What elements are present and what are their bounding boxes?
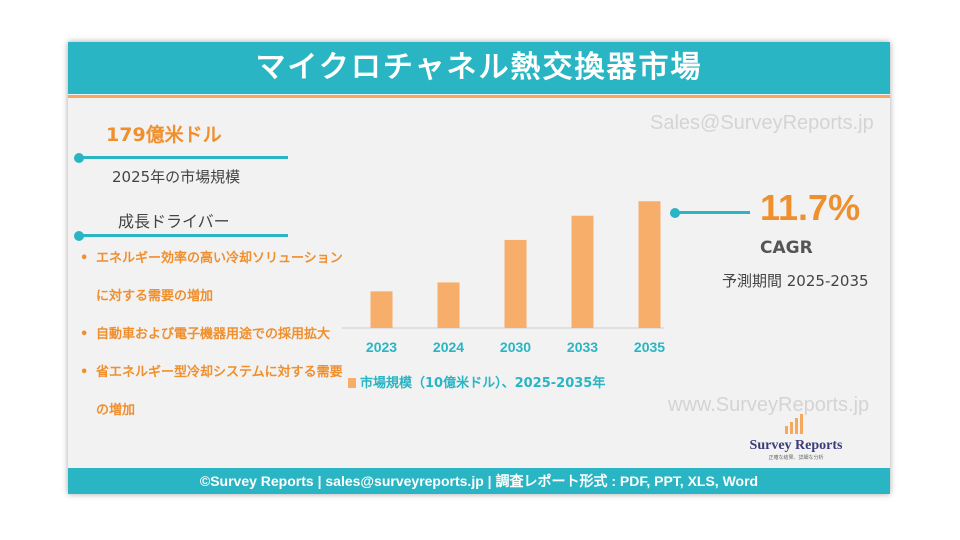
logo-tagline: 正確な結果、詳細な分析 — [768, 455, 824, 461]
driver-item: 自動車および電子機器用途での採用拡大 — [74, 316, 354, 354]
market-size-line — [78, 156, 288, 159]
chart-legend: 市場規模（10億米ドル）、2025-2035年 — [348, 372, 605, 391]
watermark-email: Sales@SurveyReports.jp — [650, 112, 874, 134]
bar-2035 — [638, 201, 661, 328]
cagr-value: 11.7% — [760, 187, 861, 228]
drivers-list: エネルギー効率の高い冷却ソリューションに対する需要の増加 自動車および電子機器用… — [74, 240, 354, 430]
logo-name: Survey Reports — [749, 438, 843, 453]
x-tick-label: 2024 — [433, 339, 464, 355]
x-tick-label: 2035 — [634, 339, 665, 355]
logo-bars-icon — [785, 414, 803, 434]
forecast-period: 予測期間 2025-2035 — [722, 272, 869, 290]
watermark-url: www.SurveyReports.jp — [668, 394, 870, 416]
bar-2024 — [437, 282, 460, 328]
cagr-line — [674, 211, 750, 214]
market-size-label: 2025年の市場規模 — [112, 168, 241, 186]
driver-item: エネルギー効率の高い冷却ソリューションに対する需要の増加 — [74, 240, 354, 316]
market-bar-chart: 2023 2024 2030 2033 2035 — [342, 201, 665, 355]
x-tick-label: 2033 — [567, 339, 598, 355]
survey-reports-logo: Survey Reports 正確な結果、詳細な分析 — [746, 414, 846, 461]
x-tick-label: 2023 — [366, 339, 397, 355]
driver-item: 省エネルギー型冷却システムに対する需要の増加 — [74, 354, 354, 430]
x-tick-label: 2030 — [500, 339, 531, 355]
market-size-value: 179億米ドル — [106, 124, 222, 146]
footer-bar: ©Survey Reports | sales@surveyreports.jp… — [68, 468, 890, 494]
bar-2030 — [504, 239, 527, 328]
bar-2023 — [370, 291, 393, 328]
cagr-label: CAGR — [760, 238, 813, 258]
bar-2033 — [571, 215, 594, 328]
legend-label: 市場規模（10億米ドル）、2025-2035年 — [360, 376, 606, 391]
page-title: マイクロチャネル熱交換器市場 — [68, 42, 890, 98]
infographic-card: マイクロチャネル熱交換器市場 Sales@SurveyReports.jp ww… — [68, 42, 890, 494]
legend-swatch — [348, 378, 356, 388]
drivers-heading: 成長ドライバー — [118, 212, 230, 231]
drivers-line — [78, 234, 288, 237]
